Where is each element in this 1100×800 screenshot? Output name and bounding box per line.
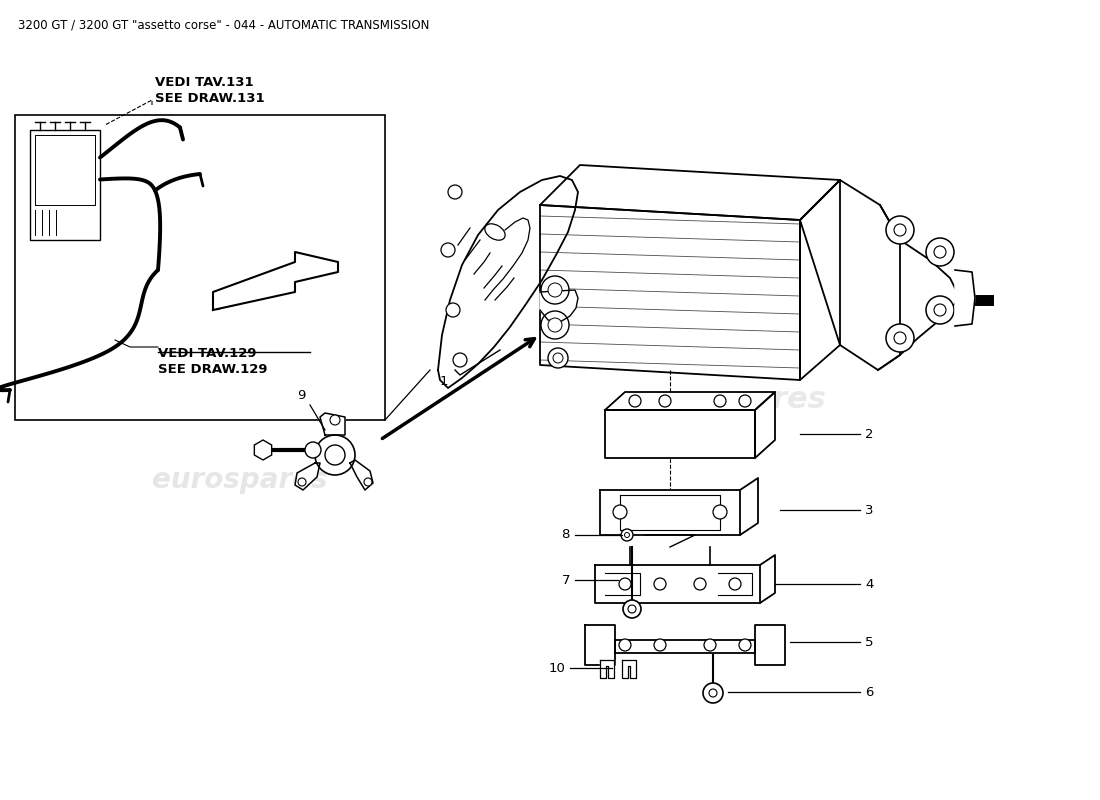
Polygon shape bbox=[350, 460, 373, 490]
Text: VEDI TAV.131
SEE DRAW.131: VEDI TAV.131 SEE DRAW.131 bbox=[155, 76, 265, 105]
Polygon shape bbox=[320, 413, 345, 435]
Circle shape bbox=[298, 478, 306, 486]
Bar bbox=[30, 130, 100, 240]
Polygon shape bbox=[605, 392, 775, 410]
Circle shape bbox=[628, 605, 636, 613]
Polygon shape bbox=[955, 270, 975, 326]
Text: 10: 10 bbox=[548, 662, 565, 674]
Polygon shape bbox=[800, 180, 840, 380]
Text: VEDI TAV.129
SEE DRAW.129: VEDI TAV.129 SEE DRAW.129 bbox=[158, 347, 267, 376]
Circle shape bbox=[894, 332, 906, 344]
Polygon shape bbox=[295, 463, 320, 490]
Circle shape bbox=[619, 639, 631, 651]
Circle shape bbox=[894, 224, 906, 236]
Polygon shape bbox=[621, 660, 636, 678]
Text: 5: 5 bbox=[865, 635, 873, 649]
Bar bbox=[15, 115, 385, 420]
Circle shape bbox=[654, 639, 666, 651]
Circle shape bbox=[625, 533, 629, 538]
Text: 2: 2 bbox=[865, 427, 873, 441]
Circle shape bbox=[714, 395, 726, 407]
Circle shape bbox=[694, 578, 706, 590]
Circle shape bbox=[886, 324, 914, 352]
Circle shape bbox=[448, 185, 462, 199]
Circle shape bbox=[305, 442, 321, 458]
Text: 7: 7 bbox=[561, 574, 570, 586]
Circle shape bbox=[926, 238, 954, 266]
Polygon shape bbox=[600, 490, 740, 535]
Circle shape bbox=[926, 296, 954, 324]
Polygon shape bbox=[595, 565, 760, 603]
Circle shape bbox=[934, 304, 946, 316]
Circle shape bbox=[659, 395, 671, 407]
Circle shape bbox=[619, 578, 631, 590]
Circle shape bbox=[623, 600, 641, 618]
Ellipse shape bbox=[485, 224, 505, 240]
Text: 6: 6 bbox=[865, 686, 873, 698]
Circle shape bbox=[541, 276, 569, 304]
Circle shape bbox=[710, 689, 717, 697]
Polygon shape bbox=[755, 392, 775, 458]
Polygon shape bbox=[605, 410, 755, 458]
Circle shape bbox=[541, 311, 569, 339]
Text: eurospares: eurospares bbox=[152, 466, 328, 494]
Text: 1: 1 bbox=[440, 375, 448, 388]
Circle shape bbox=[446, 303, 460, 317]
Text: eurospares: eurospares bbox=[634, 386, 826, 414]
Polygon shape bbox=[540, 165, 840, 220]
Polygon shape bbox=[800, 180, 900, 370]
Polygon shape bbox=[213, 252, 338, 310]
Circle shape bbox=[364, 478, 372, 486]
Polygon shape bbox=[740, 478, 758, 535]
Text: 4: 4 bbox=[865, 578, 873, 590]
Circle shape bbox=[315, 435, 355, 475]
Circle shape bbox=[886, 216, 914, 244]
Polygon shape bbox=[540, 205, 800, 380]
Text: 8: 8 bbox=[562, 529, 570, 542]
Circle shape bbox=[553, 353, 563, 363]
Text: 3: 3 bbox=[865, 503, 873, 517]
Polygon shape bbox=[438, 176, 578, 388]
Circle shape bbox=[934, 246, 946, 258]
Polygon shape bbox=[540, 290, 578, 322]
Circle shape bbox=[613, 505, 627, 519]
Circle shape bbox=[441, 243, 455, 257]
Circle shape bbox=[548, 318, 562, 332]
Circle shape bbox=[739, 395, 751, 407]
Circle shape bbox=[548, 283, 562, 297]
Text: 3200 GT / 3200 GT "assetto corse" - 044 - AUTOMATIC TRANSMISSION: 3200 GT / 3200 GT "assetto corse" - 044 … bbox=[18, 18, 429, 31]
Polygon shape bbox=[600, 660, 614, 678]
Circle shape bbox=[621, 529, 632, 541]
Circle shape bbox=[330, 415, 340, 425]
Circle shape bbox=[703, 683, 723, 703]
Polygon shape bbox=[760, 555, 775, 603]
Circle shape bbox=[548, 348, 568, 368]
Circle shape bbox=[704, 639, 716, 651]
Circle shape bbox=[654, 578, 666, 590]
Polygon shape bbox=[645, 535, 695, 547]
Polygon shape bbox=[878, 205, 960, 370]
Circle shape bbox=[713, 505, 727, 519]
Text: 9: 9 bbox=[297, 389, 305, 402]
Polygon shape bbox=[585, 625, 785, 665]
Circle shape bbox=[739, 639, 751, 651]
Circle shape bbox=[629, 395, 641, 407]
Circle shape bbox=[453, 353, 468, 367]
Circle shape bbox=[729, 578, 741, 590]
Circle shape bbox=[324, 445, 345, 465]
